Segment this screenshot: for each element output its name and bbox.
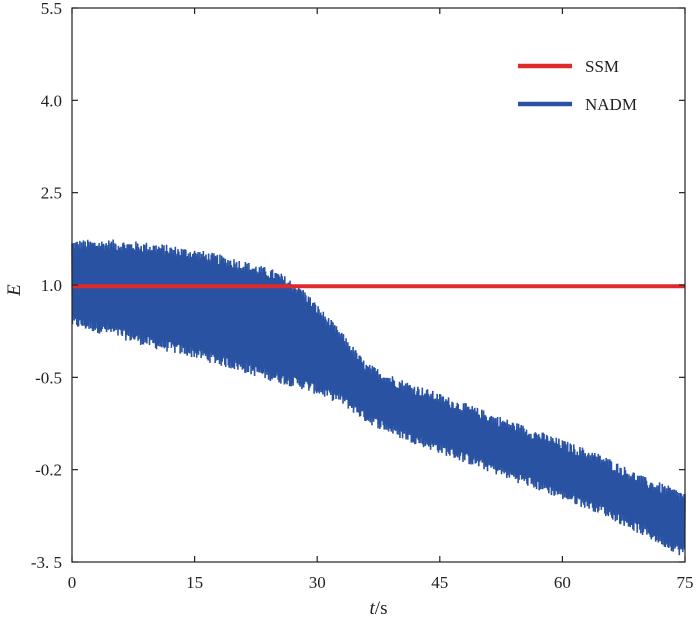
series-layer <box>71 239 686 556</box>
y-tick-label: 4.0 <box>41 91 62 110</box>
x-tick-label: 30 <box>309 573 326 592</box>
ticks-layer: 0 15 30 45 60 75 5.5 4.0 2.5 1.0 -0.5 -0.2 -3. 5 <box>31 0 694 592</box>
y-tick-label: -0.5 <box>35 368 62 387</box>
y-tick-label: 1.0 <box>41 276 62 295</box>
x-axis-label-variable: t <box>370 598 376 619</box>
y-tick-label: 2.5 <box>41 184 62 203</box>
legend-label-nadm: NADM <box>585 95 637 114</box>
x-tick-label: 15 <box>186 573 203 592</box>
y-tick-label: -3. 5 <box>31 553 62 572</box>
series-nadm-line <box>71 239 686 556</box>
y-tick-label: 5.5 <box>41 0 62 18</box>
x-tick-label: 60 <box>554 573 571 592</box>
x-tick-label: 75 <box>677 573 694 592</box>
x-tick-label: 45 <box>431 573 448 592</box>
y-axis-label: E <box>4 284 25 297</box>
x-axis-label-unit: /s <box>375 598 388 619</box>
y-tick-label: -0.2 <box>35 461 62 480</box>
x-tick-label: 0 <box>68 573 77 592</box>
legend: SSM NADM <box>518 57 637 114</box>
legend-label-ssm: SSM <box>585 57 619 76</box>
x-axis-label: t/s <box>370 598 388 619</box>
